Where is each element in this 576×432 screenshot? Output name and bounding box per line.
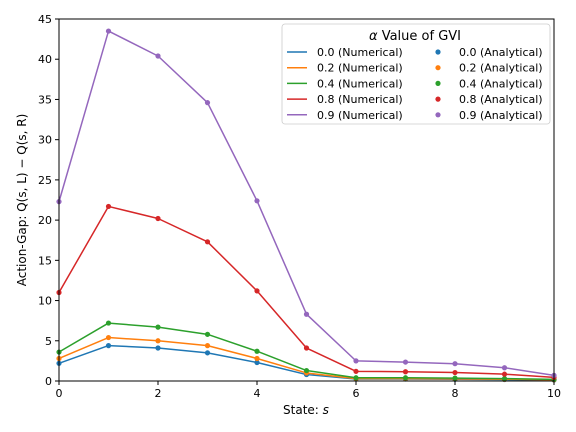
data-point bbox=[254, 355, 260, 362]
data-point bbox=[452, 369, 458, 376]
data-point bbox=[402, 359, 409, 365]
legend-entry-label: 0.4 (Numerical) bbox=[317, 77, 403, 90]
plot-frame bbox=[58, 18, 555, 382]
data-point bbox=[452, 375, 458, 381]
legend: α Value of GVI 0.0 (Numerical) 0.2 (Numer… bbox=[281, 23, 551, 125]
x-tick-label: 8 bbox=[452, 387, 459, 400]
x-tick-label: 10 bbox=[547, 387, 561, 400]
data-point bbox=[501, 375, 508, 382]
data-point bbox=[254, 198, 260, 204]
x-tick-label: 2 bbox=[155, 387, 162, 400]
data-point bbox=[254, 348, 260, 354]
data-point bbox=[303, 367, 310, 374]
y-tick-label: 15 bbox=[38, 254, 52, 267]
y-tick-label: 25 bbox=[38, 174, 52, 187]
x-tick-label: 0 bbox=[56, 387, 63, 400]
data-point bbox=[353, 375, 359, 381]
legend-box bbox=[281, 23, 551, 125]
data-point bbox=[452, 361, 458, 367]
legend-entry-label: 0.0 (Numerical) bbox=[317, 46, 403, 59]
data-point bbox=[155, 324, 161, 330]
data-point bbox=[105, 343, 112, 349]
data-point bbox=[155, 338, 161, 344]
data-point bbox=[353, 368, 359, 374]
y-tick-label: 20 bbox=[38, 214, 52, 227]
legend-entry-label: 0.2 (Numerical) bbox=[317, 62, 403, 75]
x-tick-label: 6 bbox=[353, 387, 360, 400]
y-tick-label: 30 bbox=[38, 134, 52, 147]
legend-marker-swatch bbox=[435, 96, 441, 102]
data-point bbox=[254, 359, 260, 366]
data-point bbox=[204, 100, 211, 106]
data-point bbox=[105, 320, 112, 326]
data-point bbox=[353, 358, 359, 364]
legend-marker-swatch bbox=[435, 80, 441, 86]
legend-entry-label: 0.8 (Numerical) bbox=[317, 93, 403, 106]
data-point bbox=[105, 203, 112, 210]
legend-entry-label: 0.4 (Analytical) bbox=[459, 77, 543, 90]
legend-entry-label: 0.2 (Analytical) bbox=[459, 62, 543, 75]
legend-entry-label: 0.9 (Analytical) bbox=[459, 109, 543, 122]
data-point bbox=[402, 375, 409, 381]
data-point bbox=[501, 371, 508, 377]
x-axis-label: State: s bbox=[283, 403, 329, 417]
data-point bbox=[254, 288, 260, 294]
data-point bbox=[105, 28, 112, 34]
legend-marker-swatch bbox=[435, 65, 441, 71]
data-point bbox=[501, 365, 508, 371]
y-tick-label: 40 bbox=[38, 53, 52, 66]
data-point bbox=[303, 345, 310, 351]
legend-marker-swatch bbox=[435, 49, 441, 55]
data-point bbox=[155, 215, 161, 222]
data-point bbox=[105, 334, 112, 341]
data-point bbox=[155, 345, 161, 351]
legend-entry-label: 0.0 (Analytical) bbox=[459, 46, 543, 59]
x-tick-label: 4 bbox=[254, 387, 261, 400]
data-point bbox=[204, 331, 211, 337]
legend-title: α Value of GVI bbox=[369, 29, 461, 44]
data-point bbox=[402, 369, 409, 375]
series-analytical-alpha-0.8 bbox=[56, 203, 557, 380]
y-tick-label: 0 bbox=[45, 375, 52, 388]
data-point bbox=[204, 350, 211, 356]
legend-entry-label: 0.8 (Analytical) bbox=[459, 93, 543, 106]
y-tick-label: 35 bbox=[38, 93, 52, 106]
x-axis: 0 2 4 6 8 10 bbox=[56, 381, 561, 400]
y-tick-label: 10 bbox=[38, 295, 52, 308]
data-point bbox=[204, 239, 211, 245]
legend-marker-swatch bbox=[435, 112, 441, 118]
y-axis: 0 5 10 15 20 25 30 35 40 45 bbox=[38, 13, 59, 388]
data-point bbox=[303, 311, 310, 317]
y-tick-label: 5 bbox=[45, 335, 52, 348]
y-axis-label: Action-Gap: Q(s, L) − Q(s, R) bbox=[15, 114, 29, 287]
legend-entry-label: 0.9 (Numerical) bbox=[317, 109, 403, 122]
legend-items: 0.0 (Numerical) 0.2 (Numerical) 0.4 (Numer… bbox=[287, 46, 543, 122]
data-point bbox=[155, 53, 161, 59]
data-point bbox=[204, 343, 211, 349]
y-tick-label: 45 bbox=[38, 13, 52, 26]
